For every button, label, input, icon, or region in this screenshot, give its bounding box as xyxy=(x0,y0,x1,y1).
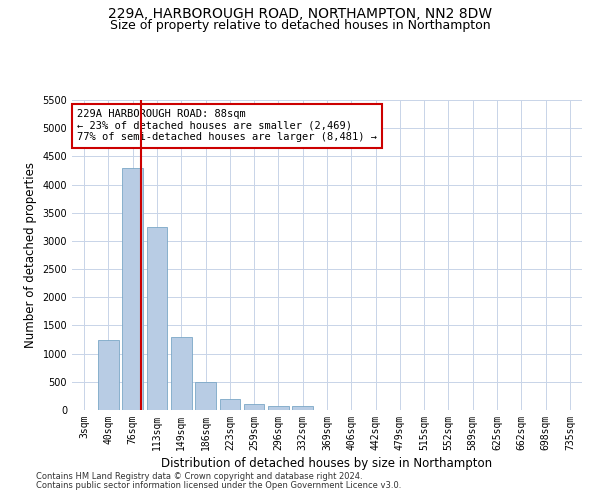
Y-axis label: Number of detached properties: Number of detached properties xyxy=(24,162,37,348)
Text: Contains public sector information licensed under the Open Government Licence v3: Contains public sector information licen… xyxy=(36,481,401,490)
Bar xyxy=(98,340,119,410)
Bar xyxy=(244,404,265,410)
Bar xyxy=(146,227,167,410)
Text: Contains HM Land Registry data © Crown copyright and database right 2024.: Contains HM Land Registry data © Crown c… xyxy=(36,472,362,481)
Bar xyxy=(220,398,240,410)
Bar xyxy=(195,382,216,410)
Text: 229A HARBOROUGH ROAD: 88sqm
← 23% of detached houses are smaller (2,469)
77% of : 229A HARBOROUGH ROAD: 88sqm ← 23% of det… xyxy=(77,110,377,142)
Text: Size of property relative to detached houses in Northampton: Size of property relative to detached ho… xyxy=(110,18,490,32)
Bar xyxy=(268,406,289,410)
Bar xyxy=(122,168,143,410)
Text: Distribution of detached houses by size in Northampton: Distribution of detached houses by size … xyxy=(161,458,493,470)
Text: 229A, HARBOROUGH ROAD, NORTHAMPTON, NN2 8DW: 229A, HARBOROUGH ROAD, NORTHAMPTON, NN2 … xyxy=(108,8,492,22)
Bar xyxy=(171,336,191,410)
Bar xyxy=(292,406,313,410)
